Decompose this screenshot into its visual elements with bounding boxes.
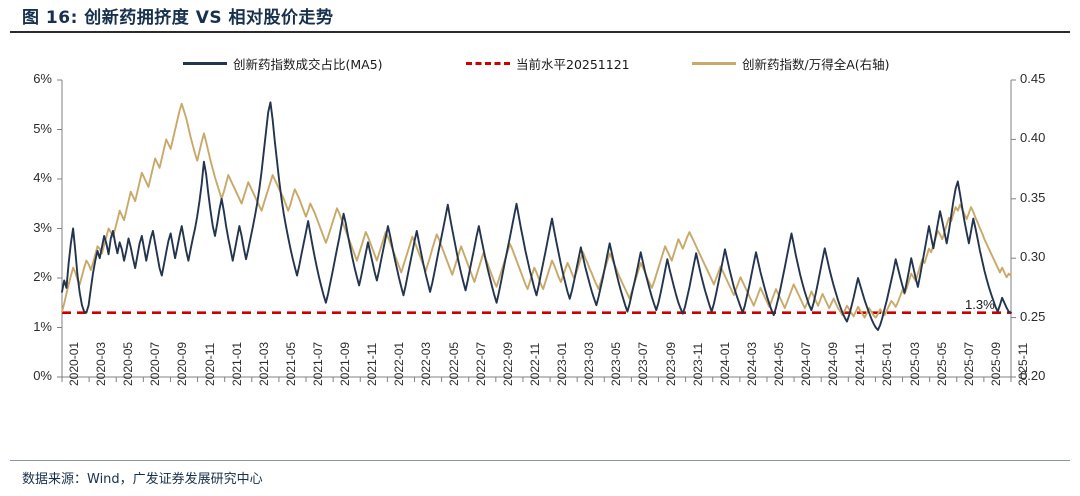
x-axis-tick-label: 2025-03 [907,341,922,386]
x-axis-tick-label: 2023-11 [690,342,705,386]
legend-label-crowding: 创新药指数成交占比(MA5) [233,56,383,72]
x-axis-tick-label: 2023-05 [609,341,624,386]
y-axis-right-tick-label: 0.25 [1020,308,1046,324]
figure-header: 图 16: 创新药拥挤度 VS 相对股价走势 [0,0,1080,34]
legend-swatch-line-icon [692,61,736,65]
y-axis-right-tick-label: 0.35 [1020,189,1046,205]
header-divider [10,31,1070,33]
x-axis-tick-label: 2025-11 [1016,342,1030,386]
x-axis-tick-label: 2021-01 [229,341,244,386]
x-axis-tick-label: 2020-05 [121,341,136,386]
x-axis-tick-label: 2024-07 [799,341,814,386]
x-axis-tick-label: 2022-07 [473,341,488,386]
x-axis-tick-label: 2023-01 [555,341,570,386]
x-axis-tick-label: 2023-07 [636,341,651,386]
legend-label-relative-price: 创新药指数/万得全A(右轴) [742,56,890,72]
y-axis-left-tick-label: 4% [33,170,52,185]
legend-swatch-line-icon [183,61,227,65]
x-axis-tick-label: 2022-09 [500,341,515,386]
legend-item-current-level[interactable]: 当前水平20251121 [466,52,630,74]
legend-item-relative-price[interactable]: 创新药指数/万得全A(右轴) [692,52,890,74]
x-axis-tick-label: 2021-09 [338,341,353,386]
x-axis-tick-label: 2024-11 [853,342,868,386]
legend-item-crowding[interactable]: 创新药指数成交占比(MA5) [183,52,383,74]
x-axis-tick-label: 2020-11 [202,342,217,386]
x-axis-tick-label: 2022-03 [419,341,434,386]
x-axis-tick-label: 2024-05 [771,341,786,386]
x-axis-tick-label: 2020-09 [175,341,190,386]
current-level-label: 1.3% [965,297,995,312]
x-axis-tick-label: 2021-03 [256,341,271,386]
y-axis-right-tick-label: 0.40 [1020,130,1046,146]
y-axis-left-tick-label: 1% [33,318,52,334]
legend-swatch-dashed-line-icon [466,61,510,65]
x-axis-tick-label: 2022-05 [446,341,461,386]
y-axis-left-tick-label: 6% [33,71,52,86]
x-axis-tick-label: 2021-11 [365,342,380,386]
x-axis-tick-label: 2024-09 [826,341,841,386]
footer-divider [10,460,1070,461]
chart-legend: 创新药指数成交占比(MA5) 当前水平20251121 创新药指数/万得全A(右… [0,52,1080,74]
x-axis-tick-label: 2020-07 [148,341,163,386]
x-axis-tick-label: 2020-01 [67,341,81,386]
y-axis-left-tick-label: 2% [33,269,52,284]
x-axis-tick-label: 2025-05 [934,341,949,386]
y-axis-right-tick-label: 0.30 [1020,249,1046,265]
y-axis-right-tick-label: 0.20 [1020,368,1046,383]
x-axis-tick-label: 2025-01 [880,341,895,386]
x-axis-tick-label: 2023-03 [582,341,597,386]
x-axis-tick-label: 2024-01 [717,341,732,386]
page-title: 图 16: 创新药拥挤度 VS 相对股价走势 [22,8,334,28]
y-axis-left-tick-label: 5% [33,120,52,136]
x-axis-tick-label: 2025-07 [961,341,976,386]
x-axis-tick-label: 2021-05 [283,341,298,386]
x-axis-tick-label: 2024-03 [744,341,759,386]
y-axis-right-tick-label: 0.45 [1020,71,1046,86]
x-axis-tick-label: 2021-07 [311,341,326,386]
x-axis-tick-label: 2025-09 [988,341,1003,386]
x-axis-tick-label: 2022-11 [527,342,542,386]
legend-label-current-level: 当前水平20251121 [516,56,630,72]
x-axis-tick-label: 2020-03 [94,341,109,386]
x-axis-tick-label: 2022-01 [392,341,407,386]
y-axis-left-tick-label: 0% [33,368,52,383]
x-axis-tick-label: 2023-09 [663,341,678,386]
source-note: 数据来源：Wind，广发证券发展研究中心 [22,472,263,487]
y-axis-left-tick-label: 3% [33,219,52,235]
